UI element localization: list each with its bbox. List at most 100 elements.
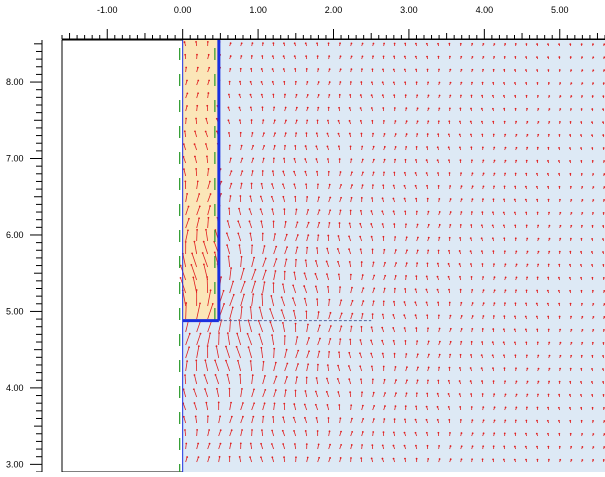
arrow-head xyxy=(514,82,516,84)
arrow-head xyxy=(286,246,288,248)
arrow-head xyxy=(296,246,298,248)
arrow-head xyxy=(252,170,254,172)
arrow-head xyxy=(547,446,549,448)
drawing-area[interactable] xyxy=(62,40,605,472)
arrow-head xyxy=(185,302,187,304)
arrow-head xyxy=(547,43,549,45)
arrow-head xyxy=(559,459,561,461)
arrow-head xyxy=(558,303,560,305)
arrow-head xyxy=(426,43,428,45)
arrow-head xyxy=(426,302,428,304)
arrow-head xyxy=(470,263,472,265)
arrow-head xyxy=(526,276,528,278)
arrow-head xyxy=(305,145,307,147)
arrow-head xyxy=(558,160,560,162)
arrow-head xyxy=(536,303,538,305)
arrow-head xyxy=(426,56,428,58)
arrow-head xyxy=(362,418,364,420)
arrow-head xyxy=(581,238,583,240)
arrow-head xyxy=(260,456,262,458)
arrow-head xyxy=(415,185,417,187)
arrow-head xyxy=(514,56,516,58)
arrow-head xyxy=(459,134,461,136)
arrow-head xyxy=(241,306,243,308)
arrow-head xyxy=(505,147,507,149)
arrow-head xyxy=(580,264,582,266)
arrow-head xyxy=(373,43,375,45)
arrow-head xyxy=(514,315,516,317)
arrow-head xyxy=(339,42,341,44)
arrow-head xyxy=(525,316,527,318)
arrow-head xyxy=(449,432,451,434)
arrow-head xyxy=(229,456,231,458)
arrow-head xyxy=(449,56,451,58)
arrow-head xyxy=(272,416,274,418)
arrow-head xyxy=(283,456,285,458)
arrow-head xyxy=(438,367,440,369)
arrow-head xyxy=(449,185,451,187)
arrow-head xyxy=(293,417,295,419)
arrow-head xyxy=(225,346,227,348)
arrow-head xyxy=(428,224,430,226)
arrow-head xyxy=(592,459,594,461)
arrow-head xyxy=(505,289,507,291)
arrow-head xyxy=(373,159,375,161)
arrow-head xyxy=(472,315,474,317)
arrow-head xyxy=(349,133,351,135)
arrow-head xyxy=(281,309,283,311)
arrow-head xyxy=(384,288,386,290)
arrow-head xyxy=(382,197,384,199)
arrow-head xyxy=(249,195,251,197)
arrow-head xyxy=(569,173,571,175)
arrow-head xyxy=(581,69,583,71)
arrow-head xyxy=(230,402,232,404)
arrow-head xyxy=(306,68,308,70)
arrow-head xyxy=(306,119,308,121)
arrow-head xyxy=(195,41,197,43)
arrow-head xyxy=(559,381,561,383)
arrow-head xyxy=(416,262,418,264)
arrow-head xyxy=(406,120,408,122)
arrow-head xyxy=(515,289,517,291)
arrow-head xyxy=(305,430,307,432)
arrow-head xyxy=(492,237,494,239)
arrow-head xyxy=(284,335,286,337)
arrow-head xyxy=(406,133,408,135)
arrow-head xyxy=(602,121,604,123)
arrow-head xyxy=(326,248,328,250)
arrow-head xyxy=(515,407,517,409)
arrow-head xyxy=(494,289,496,291)
arrow-head xyxy=(559,368,561,370)
arrow-head xyxy=(207,92,209,94)
arrow-head xyxy=(394,236,396,238)
ruler-y-label: 5.00 xyxy=(6,306,24,316)
arrow-head xyxy=(329,68,331,70)
arrow-head xyxy=(327,286,329,288)
arrow-head xyxy=(275,246,277,248)
arrow-head xyxy=(197,80,199,82)
backfill-cluster[interactable] xyxy=(183,40,219,321)
arrow-head xyxy=(339,81,341,83)
arrow-head xyxy=(438,198,440,200)
arrow-head xyxy=(373,288,375,290)
arrow-head xyxy=(315,391,317,393)
arrow-head xyxy=(416,133,418,135)
arrow-head xyxy=(438,107,440,109)
arrow-head xyxy=(361,133,363,135)
arrow-head xyxy=(514,446,516,448)
soil-cluster[interactable] xyxy=(183,40,605,472)
arrow-head xyxy=(547,407,549,409)
arrow-head xyxy=(504,173,506,175)
arrow-head xyxy=(437,133,439,135)
arrow-head xyxy=(482,56,484,58)
arrow-head xyxy=(405,353,407,355)
arrow-head xyxy=(571,459,573,461)
arrow-head xyxy=(271,208,273,210)
arrow-head xyxy=(242,416,244,418)
arrow-head xyxy=(415,314,417,316)
arrow-head xyxy=(229,145,231,147)
arrow-head xyxy=(504,185,506,187)
arrow-head xyxy=(536,69,538,71)
arrow-head xyxy=(259,306,261,308)
